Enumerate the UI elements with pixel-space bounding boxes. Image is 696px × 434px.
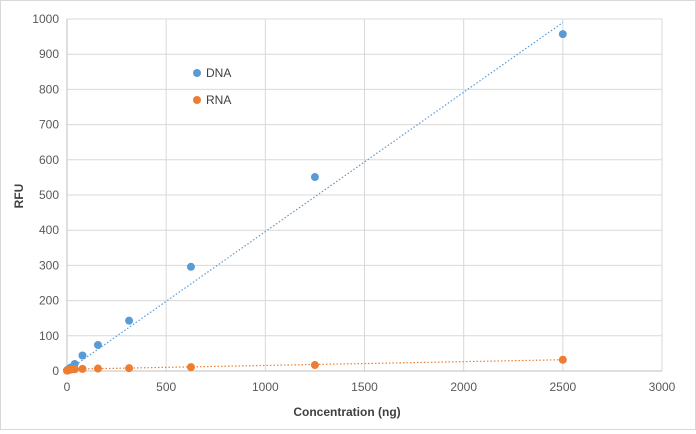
rna-trendline [66, 359, 563, 370]
x-tick-labels: 0 500 1000 1500 2000 2500 3000 [64, 380, 676, 394]
y-tick-labels: 0 100 200 300 400 500 600 700 800 900 1000 [32, 12, 59, 378]
x-tick-label: 3000 [649, 380, 676, 394]
legend-label-rna: RNA [206, 93, 231, 107]
rna-point [93, 364, 102, 373]
x-axis-title: Concentration (ng) [293, 405, 400, 419]
y-tick-label: 400 [39, 223, 59, 237]
trendlines [66, 22, 564, 372]
legend-marker-dna [193, 69, 201, 77]
rna-point [186, 363, 195, 372]
dna-point [186, 262, 195, 271]
y-tick-label: 200 [39, 294, 59, 308]
legend: DNA RNA [193, 66, 231, 107]
dna-point [125, 316, 134, 325]
dna-point [310, 173, 319, 182]
x-tick-label: 2500 [549, 380, 576, 394]
y-tick-label: 0 [52, 364, 59, 378]
rna-point [78, 364, 87, 373]
rna-point [125, 364, 134, 373]
x-tick-label: 500 [156, 380, 176, 394]
gridlines [67, 18, 663, 371]
y-tick-label: 300 [39, 258, 59, 272]
legend-marker-rna [193, 96, 201, 104]
x-tick-label: 1000 [252, 380, 279, 394]
rna-point [310, 361, 319, 370]
dna-trendline [66, 22, 564, 372]
y-tick-label: 700 [39, 118, 59, 132]
dna-point [78, 351, 87, 360]
dna-point [558, 30, 567, 39]
x-tick-label: 0 [64, 380, 71, 394]
rna-point [70, 365, 79, 374]
axes [66, 19, 662, 372]
y-tick-label: 600 [39, 153, 59, 167]
y-tick-label: 900 [39, 47, 59, 61]
y-tick-label: 500 [39, 188, 59, 202]
y-tick-label: 800 [39, 82, 59, 96]
y-tick-label: 1000 [32, 12, 59, 26]
x-tick-label: 2000 [450, 380, 477, 394]
x-tick-label: 1500 [351, 380, 378, 394]
legend-label-dna: DNA [206, 66, 231, 80]
data-points [63, 30, 567, 375]
y-axis-title: RFU [12, 184, 26, 209]
dna-point [93, 340, 102, 349]
rna-point [558, 355, 567, 364]
y-tick-label: 100 [39, 329, 59, 343]
